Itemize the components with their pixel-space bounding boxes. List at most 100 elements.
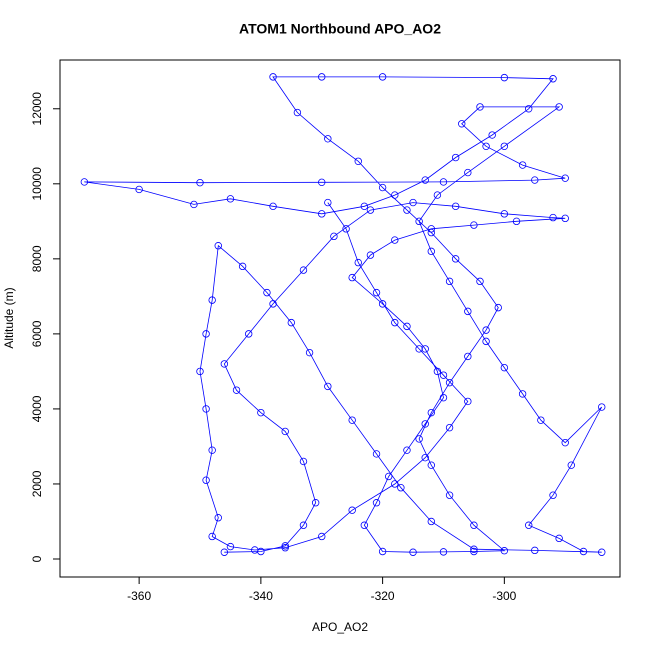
y-tick-label: 8000 [30, 245, 44, 272]
point [384, 472, 393, 481]
point [378, 547, 387, 556]
point [208, 446, 216, 454]
point [470, 545, 478, 553]
point [488, 131, 496, 139]
point [354, 157, 362, 165]
point [518, 161, 527, 169]
point [464, 352, 472, 361]
point [409, 548, 417, 556]
point [458, 120, 466, 128]
point [445, 277, 454, 286]
point [555, 534, 563, 543]
point [445, 491, 454, 499]
point [549, 213, 557, 222]
y-tick-label: 2000 [30, 470, 44, 497]
point [202, 330, 210, 338]
point [281, 544, 289, 552]
point [500, 210, 509, 218]
point [561, 438, 569, 447]
point [208, 296, 216, 304]
point [579, 547, 588, 556]
point [427, 225, 436, 233]
x-axis-label: APO_AO2 [312, 620, 368, 634]
point [354, 258, 362, 267]
point [464, 168, 472, 177]
point [299, 266, 308, 274]
point [257, 408, 265, 417]
point [421, 345, 429, 353]
point [549, 75, 557, 83]
point [196, 178, 204, 187]
y-tick-label: 10000 [30, 167, 44, 201]
point [214, 242, 222, 250]
point [318, 178, 326, 187]
point [372, 499, 381, 507]
point [445, 378, 454, 387]
point [269, 202, 277, 211]
point [299, 521, 308, 529]
point [555, 103, 563, 111]
point [567, 461, 576, 469]
point [403, 206, 411, 214]
point [427, 247, 436, 256]
point [500, 363, 509, 372]
point [415, 435, 423, 443]
point [427, 408, 436, 417]
point [476, 277, 484, 286]
point [537, 416, 545, 424]
point [366, 206, 375, 214]
point [311, 499, 320, 507]
point [421, 176, 429, 184]
point [433, 191, 442, 199]
point [226, 195, 235, 203]
point [598, 548, 606, 556]
point [561, 214, 569, 223]
point [427, 461, 436, 469]
series-line [84, 76, 603, 553]
point [348, 416, 356, 424]
x-tick-label: -300 [492, 589, 516, 603]
x-tick-label: -360 [127, 589, 151, 603]
point [324, 135, 332, 143]
point [372, 450, 381, 458]
point [421, 453, 429, 462]
point [208, 532, 216, 541]
point [214, 514, 222, 522]
point [421, 420, 429, 428]
point [561, 174, 569, 182]
point [324, 382, 332, 391]
point [470, 221, 478, 229]
y-tick-label: 4000 [30, 395, 44, 422]
point [226, 542, 235, 551]
point [287, 318, 296, 327]
point [464, 307, 472, 316]
point [403, 446, 411, 454]
point [269, 73, 277, 81]
point [391, 480, 399, 488]
x-tick-label: -340 [249, 589, 273, 603]
point [348, 506, 356, 514]
point [378, 183, 387, 192]
point [220, 548, 229, 556]
point [269, 300, 277, 308]
point [439, 178, 448, 186]
point [415, 345, 423, 353]
y-tick-label: 6000 [30, 320, 44, 347]
point [263, 288, 271, 297]
point [135, 185, 143, 194]
point [403, 322, 411, 331]
point [427, 517, 436, 526]
point [244, 330, 253, 338]
point [330, 232, 338, 241]
point [494, 303, 502, 312]
point [531, 546, 539, 555]
point [500, 73, 509, 82]
point [464, 397, 472, 406]
point [397, 484, 405, 492]
point [549, 491, 557, 499]
point [293, 108, 302, 117]
point [439, 371, 448, 379]
point [360, 521, 369, 529]
